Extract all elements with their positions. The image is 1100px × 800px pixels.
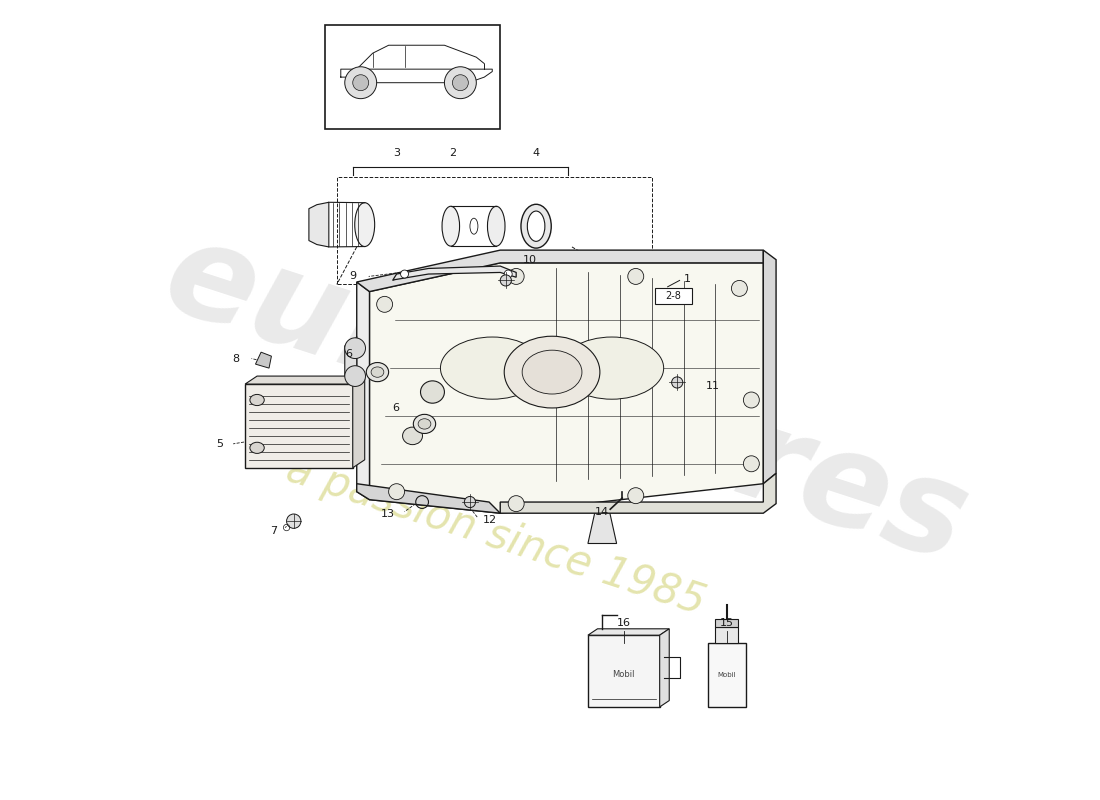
Bar bbox=[324, 26, 500, 129]
Circle shape bbox=[744, 456, 759, 472]
Text: 2: 2 bbox=[449, 148, 456, 158]
Ellipse shape bbox=[418, 418, 431, 429]
Circle shape bbox=[508, 496, 524, 512]
Ellipse shape bbox=[250, 442, 264, 454]
Polygon shape bbox=[500, 474, 777, 514]
Bar bbox=[715, 619, 738, 627]
Ellipse shape bbox=[522, 350, 582, 394]
Polygon shape bbox=[356, 250, 763, 291]
Ellipse shape bbox=[414, 414, 436, 434]
Text: 2-8: 2-8 bbox=[666, 291, 681, 302]
Text: 1: 1 bbox=[683, 274, 691, 284]
Polygon shape bbox=[393, 266, 516, 281]
Circle shape bbox=[344, 66, 376, 98]
Text: 9: 9 bbox=[350, 271, 356, 282]
Text: 7: 7 bbox=[270, 526, 277, 536]
Bar bbox=[587, 635, 660, 707]
Text: 11: 11 bbox=[706, 381, 719, 390]
Ellipse shape bbox=[470, 218, 477, 234]
Polygon shape bbox=[660, 629, 669, 707]
Circle shape bbox=[508, 269, 524, 285]
Ellipse shape bbox=[560, 337, 663, 399]
Circle shape bbox=[672, 377, 683, 388]
Polygon shape bbox=[356, 484, 500, 514]
Circle shape bbox=[744, 392, 759, 408]
Bar bbox=[707, 643, 746, 707]
Circle shape bbox=[344, 338, 365, 358]
Ellipse shape bbox=[487, 206, 505, 246]
Text: 5: 5 bbox=[217, 439, 223, 449]
Text: eurospares: eurospares bbox=[148, 210, 982, 590]
Circle shape bbox=[500, 275, 512, 286]
Ellipse shape bbox=[403, 427, 422, 445]
Ellipse shape bbox=[504, 336, 600, 408]
Ellipse shape bbox=[440, 337, 544, 399]
Polygon shape bbox=[344, 336, 356, 384]
Circle shape bbox=[464, 497, 475, 508]
Polygon shape bbox=[587, 508, 617, 543]
Text: 3: 3 bbox=[393, 148, 400, 158]
Ellipse shape bbox=[354, 202, 375, 246]
Bar bbox=[715, 627, 738, 643]
Ellipse shape bbox=[250, 394, 264, 406]
Circle shape bbox=[504, 270, 513, 278]
Text: Mobil: Mobil bbox=[613, 670, 635, 679]
Circle shape bbox=[452, 74, 469, 90]
Polygon shape bbox=[255, 352, 272, 368]
Ellipse shape bbox=[366, 362, 388, 382]
Circle shape bbox=[732, 281, 747, 296]
Text: 6: 6 bbox=[345, 349, 353, 358]
Polygon shape bbox=[587, 629, 669, 635]
Circle shape bbox=[376, 296, 393, 312]
Circle shape bbox=[344, 366, 365, 386]
Ellipse shape bbox=[521, 204, 551, 248]
Polygon shape bbox=[356, 282, 370, 500]
Circle shape bbox=[353, 74, 369, 90]
Text: 12: 12 bbox=[483, 515, 497, 526]
Text: Mobil: Mobil bbox=[717, 672, 736, 678]
Polygon shape bbox=[309, 202, 329, 247]
Circle shape bbox=[287, 514, 301, 528]
Circle shape bbox=[628, 488, 643, 504]
Polygon shape bbox=[245, 376, 365, 384]
Text: 4: 4 bbox=[532, 148, 540, 158]
Circle shape bbox=[444, 66, 476, 98]
Circle shape bbox=[628, 269, 643, 285]
Text: a passion since 1985: a passion since 1985 bbox=[280, 448, 711, 623]
Text: 13: 13 bbox=[381, 509, 395, 519]
Text: 8: 8 bbox=[232, 354, 240, 363]
Text: 16: 16 bbox=[617, 618, 630, 628]
Ellipse shape bbox=[371, 367, 384, 378]
Circle shape bbox=[400, 270, 408, 278]
Ellipse shape bbox=[420, 381, 444, 403]
FancyBboxPatch shape bbox=[654, 288, 692, 304]
Text: 14: 14 bbox=[595, 506, 609, 517]
Circle shape bbox=[388, 484, 405, 500]
Polygon shape bbox=[245, 384, 353, 468]
Polygon shape bbox=[370, 263, 763, 514]
Ellipse shape bbox=[442, 206, 460, 246]
Polygon shape bbox=[763, 250, 777, 484]
Text: 6: 6 bbox=[392, 403, 399, 413]
Polygon shape bbox=[353, 376, 365, 468]
Text: 15: 15 bbox=[719, 618, 734, 628]
Ellipse shape bbox=[527, 211, 544, 242]
Text: 10: 10 bbox=[522, 255, 537, 266]
